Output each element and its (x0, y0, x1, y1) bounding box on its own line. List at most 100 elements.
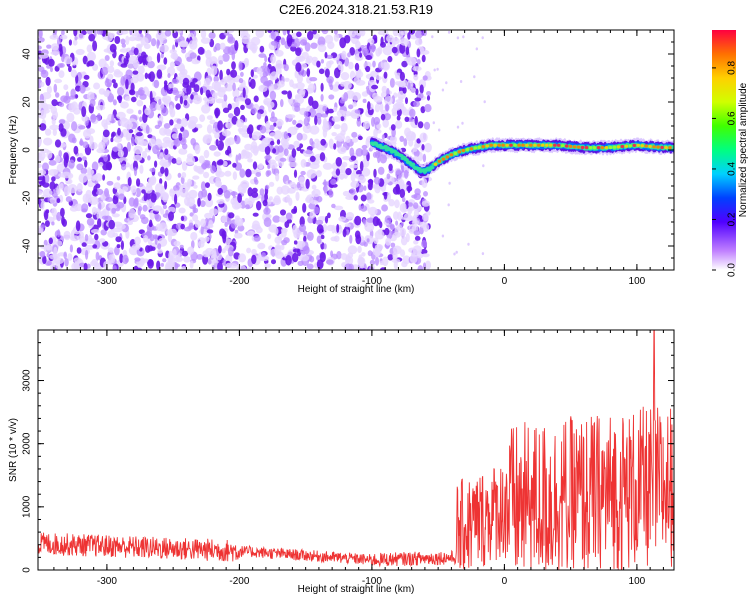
spectrogram-noise-cell (349, 147, 355, 157)
spectrogram-noise-cell (46, 85, 53, 94)
spectrogram-noise-cell (154, 160, 158, 168)
spectrogram-noise-cell (204, 212, 213, 219)
spectrogram-noise-cell (182, 129, 190, 139)
spectrogram-noise-cell (362, 98, 367, 103)
spectrogram-xtick-label: 0 (502, 276, 508, 287)
spectrogram-noise-cell (456, 125, 460, 129)
spectrogram-noise-cell (347, 245, 358, 255)
spectrogram-peak-cell (441, 157, 446, 161)
spectrogram-noise-cell (340, 116, 345, 122)
spectrogram-ridge-cell (411, 162, 416, 166)
spectrogram-noise-cell (159, 152, 164, 161)
spectrogram-noise-cell (183, 99, 188, 106)
spectrogram-noise-cell (335, 157, 342, 167)
spectrogram-noise-cell (295, 82, 305, 90)
spectrogram-noise-cell (262, 199, 268, 207)
spectrogram-noise-cell (348, 61, 354, 70)
spectrogram-noise-cell (252, 131, 262, 140)
spectrogram-noise-cell (413, 239, 419, 245)
spectrogram-noise-cell (91, 161, 99, 171)
spectrogram-noise-cell (395, 72, 402, 80)
spectrogram-peak-cell (556, 143, 561, 147)
spectrogram-noise-cell (73, 145, 79, 155)
spectrogram-noise-cell (361, 144, 368, 150)
spectrogram-noise-cell (340, 253, 348, 260)
spectrogram-noise-cell (252, 187, 258, 193)
spectrogram-noise-cell (226, 68, 231, 76)
spectrogram-noise-cell (149, 90, 153, 102)
spectrogram-noise-cell (380, 59, 388, 69)
spectrogram-peak-cell (636, 143, 640, 147)
spectrogram-noise-cell (214, 132, 220, 139)
spectrogram-noise-cell (347, 52, 351, 58)
spectrogram-noise-cell (327, 212, 331, 219)
spectrogram-noise-cell (54, 139, 62, 148)
spectrogram-noise-cell (233, 106, 241, 117)
spectrogram-noise-cell (244, 197, 250, 206)
spectrogram-noise-cell (156, 64, 167, 71)
spectrogram-peak-cell (549, 143, 553, 147)
spectrogram-noise-cell (416, 48, 421, 58)
spectrogram-noise-cell (337, 146, 347, 155)
spectrogram-peak-cell (660, 145, 664, 150)
spectrogram-noise-cell (163, 57, 168, 65)
spectrogram-noise-cell (135, 32, 141, 41)
spectrogram-noise-cell (344, 263, 353, 270)
spectrogram-noise-cell (103, 261, 109, 270)
spectrogram-noise-cell (240, 188, 247, 194)
spectrogram-noise-cell (163, 123, 171, 129)
spectrogram-noise-cell (39, 123, 47, 131)
spectrogram-ytick-label: 20 (22, 96, 33, 108)
spectrogram-noise-cell (292, 83, 298, 89)
spectrogram-noise-cell (234, 232, 243, 239)
spectrogram-noise-cell (269, 132, 277, 137)
spectrogram-noise-cell (315, 219, 324, 225)
spectrogram-noise-cell (256, 200, 262, 211)
spectrogram-noise-cell (414, 115, 418, 126)
spectrogram-noise-cell (323, 179, 327, 187)
spectrogram-noise-cell (350, 180, 360, 188)
spectrogram-noise-cell (89, 135, 94, 145)
spectrogram-noise-cell (322, 162, 333, 170)
spectrogram-noise-cell (371, 84, 379, 90)
spectrogram-noise-cell (311, 56, 318, 62)
spectrogram-noise-cell (342, 190, 350, 197)
spectrogram-peak-cell (529, 143, 533, 147)
spectrogram-peak-cell (592, 146, 597, 150)
spectrogram-noise-cell (52, 128, 57, 136)
spectrogram-noise-cell (357, 176, 366, 184)
spectrogram-noise-cell (408, 202, 413, 207)
spectrogram-noise-cell (402, 202, 407, 212)
spectrogram-noise-cell (405, 46, 410, 56)
spectrogram-noise-cell (174, 137, 179, 145)
spectrogram-noise-cell (384, 95, 393, 106)
spectrogram-noise-cell (38, 176, 45, 181)
spectrogram-noise-cell (392, 103, 402, 111)
snr-xtick-label: -200 (229, 576, 249, 587)
spectrogram-noise-cell (306, 169, 317, 179)
spectrogram-noise-cell (358, 135, 363, 141)
spectrogram-noise-cell (209, 56, 218, 66)
spectrogram-noise-cell (247, 158, 253, 163)
spectrogram-noise-cell (231, 61, 236, 70)
spectrogram-peak-cell (568, 144, 573, 148)
spectrogram-noise-cell (217, 55, 224, 65)
spectrogram-noise-cell (283, 131, 289, 140)
spectrogram-noise-cell (200, 181, 206, 192)
spectrogram-noise-cell (107, 247, 115, 253)
spectrogram-noise-cell (322, 105, 328, 112)
spectrogram-noise-cell (396, 108, 402, 117)
spectrogram-noise-cell (70, 69, 78, 78)
spectrogram-noise-cell (314, 138, 320, 143)
spectrogram-noise-cell (206, 229, 214, 234)
spectrogram-noise-cell (42, 182, 50, 188)
spectrogram-noise-cell (207, 96, 215, 104)
spectrogram-noise-cell (150, 175, 157, 186)
spectrogram-noise-cell (210, 65, 218, 76)
spectrogram-noise-cell (204, 236, 210, 242)
spectrogram-noise-cell (276, 139, 281, 145)
spectrogram-peak-cell (628, 144, 633, 148)
spectrogram-noise-cell (409, 254, 418, 264)
spectrogram-noise-cell (79, 138, 83, 146)
